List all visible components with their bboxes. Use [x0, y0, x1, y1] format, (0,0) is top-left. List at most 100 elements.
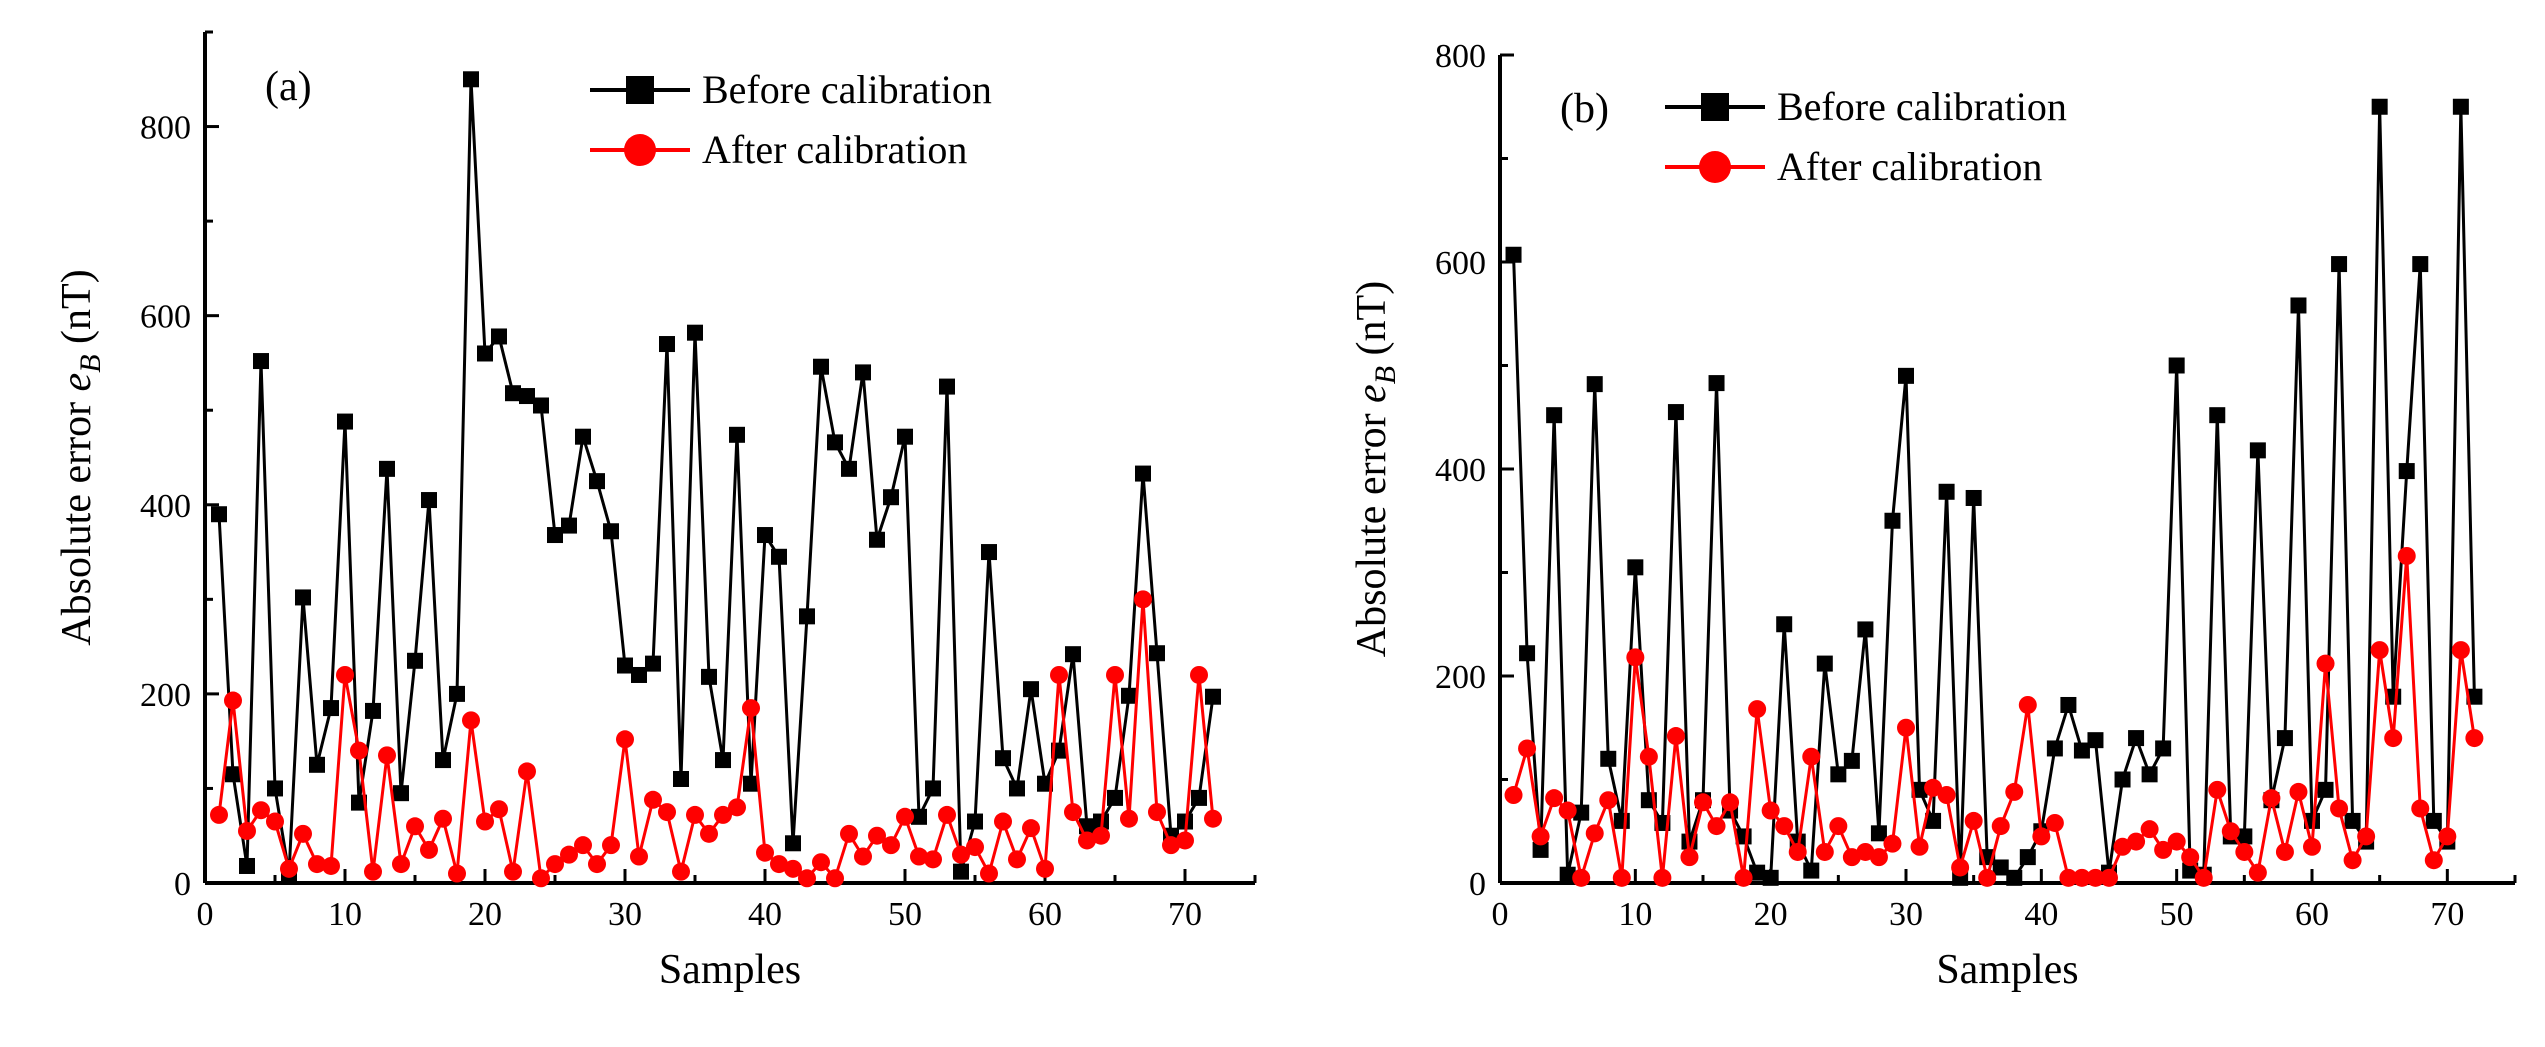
data-point-square [2060, 696, 2077, 713]
data-point-square [463, 71, 479, 88]
series-before-calibration [211, 71, 1221, 882]
x-tick-label: 50 [888, 896, 922, 933]
data-point-square [2128, 730, 2145, 747]
data-point-square [2182, 862, 2199, 879]
data-point-square [2398, 463, 2415, 480]
data-point-square [323, 700, 339, 717]
data-point-circle [210, 805, 228, 824]
data-point-square [1191, 789, 1207, 806]
y-tick-label: 0 [174, 866, 191, 903]
data-point-circle [588, 855, 606, 874]
data-point-circle [2059, 868, 2078, 887]
data-point-square [953, 863, 969, 880]
data-point-circle [784, 859, 802, 878]
data-point-circle [2289, 782, 2308, 801]
data-point-circle [224, 691, 242, 710]
x-tick-label: 40 [748, 896, 782, 933]
data-point-square [2209, 407, 2226, 424]
data-point-circle [1036, 859, 1054, 878]
data-point-square [379, 460, 395, 477]
data-point-circle [700, 824, 718, 843]
data-point-square [967, 813, 983, 830]
data-point-square [1911, 781, 1928, 798]
data-point-circle [378, 746, 396, 765]
y-tick-label: 800 [1435, 38, 1486, 75]
data-point-circle [840, 824, 858, 843]
data-point-circle [2262, 789, 2281, 808]
y-tick-label: 200 [1435, 659, 1486, 696]
data-point-circle [1680, 848, 1699, 867]
data-point-square [1177, 813, 1193, 830]
data-point-circle [1572, 868, 1591, 887]
data-point-circle [2248, 863, 2267, 882]
y-tick-label: 400 [140, 488, 191, 525]
data-point-circle [1518, 739, 1537, 758]
data-point-square [1843, 752, 1860, 769]
data-point-square [1519, 645, 1536, 662]
data-point-circle [1694, 793, 1712, 812]
data-point-circle [1734, 868, 1753, 887]
data-point-circle [2221, 822, 2240, 841]
data-point-square [743, 775, 759, 792]
data-point-circle [602, 836, 620, 855]
data-point-circle [406, 817, 424, 836]
data-point-square [2236, 828, 2253, 845]
x-tick-label: 70 [1168, 896, 1202, 933]
data-point-square [1776, 616, 1793, 633]
data-point-circle [336, 665, 354, 684]
data-point-circle [504, 862, 522, 881]
x-tick-label: 70 [2430, 896, 2464, 933]
data-point-circle [728, 798, 746, 817]
data-point-square [673, 770, 689, 787]
data-point-square [981, 544, 997, 561]
data-point-circle [2343, 851, 2362, 870]
data-point-circle [350, 741, 368, 760]
data-point-square [2412, 256, 2429, 273]
data-point-square [1107, 789, 1123, 806]
data-point-square [715, 752, 731, 769]
data-point-square [309, 756, 325, 773]
data-point-square [1121, 687, 1137, 704]
data-point-circle [2018, 695, 2037, 714]
panel-label: (a) [265, 64, 312, 110]
data-point-square [645, 655, 661, 672]
data-point-circle [1978, 868, 1997, 887]
series-line [217, 599, 1215, 882]
data-point-circle [1924, 778, 1943, 797]
data-point-square [897, 428, 913, 445]
data-point-circle [952, 845, 970, 864]
data-point-circle [420, 840, 438, 859]
data-point-square [2114, 771, 2131, 788]
data-point-square [701, 668, 717, 685]
data-point-circle [2370, 641, 2389, 660]
x-tick-label: 60 [1028, 896, 1062, 933]
data-point-circle [1176, 831, 1194, 850]
data-point-circle [476, 812, 494, 831]
data-point-circle [2316, 654, 2335, 673]
legend-label: Before calibration [1777, 84, 2067, 129]
data-point-square [1965, 489, 1982, 506]
data-point-square [295, 589, 311, 606]
data-point-square [1037, 775, 1053, 792]
data-point-square [2019, 849, 2036, 866]
data-point-circle [1639, 747, 1658, 766]
data-point-circle [1653, 868, 1672, 887]
data-point-circle [2424, 851, 2443, 870]
y-tick-label: 400 [1435, 452, 1486, 489]
data-point-square [1532, 841, 1549, 858]
data-point-circle [896, 807, 914, 826]
data-point-circle [1666, 727, 1685, 746]
data-point-circle [2127, 832, 2146, 851]
data-point-square [2276, 730, 2293, 747]
data-point-circle [616, 730, 634, 749]
y-axis-title-unit: (nT) [54, 269, 100, 354]
x-tick-label: 50 [2160, 896, 2194, 933]
data-point-square [1627, 559, 1644, 576]
data-point-circle [1815, 842, 1834, 861]
y-axis-title-subscript: B [1369, 366, 1402, 384]
data-point-square [1009, 780, 1025, 797]
data-point-square [239, 857, 255, 874]
data-point-circle [1120, 809, 1138, 828]
data-point-circle [1937, 786, 1956, 805]
x-tick-label: 0 [197, 896, 214, 933]
